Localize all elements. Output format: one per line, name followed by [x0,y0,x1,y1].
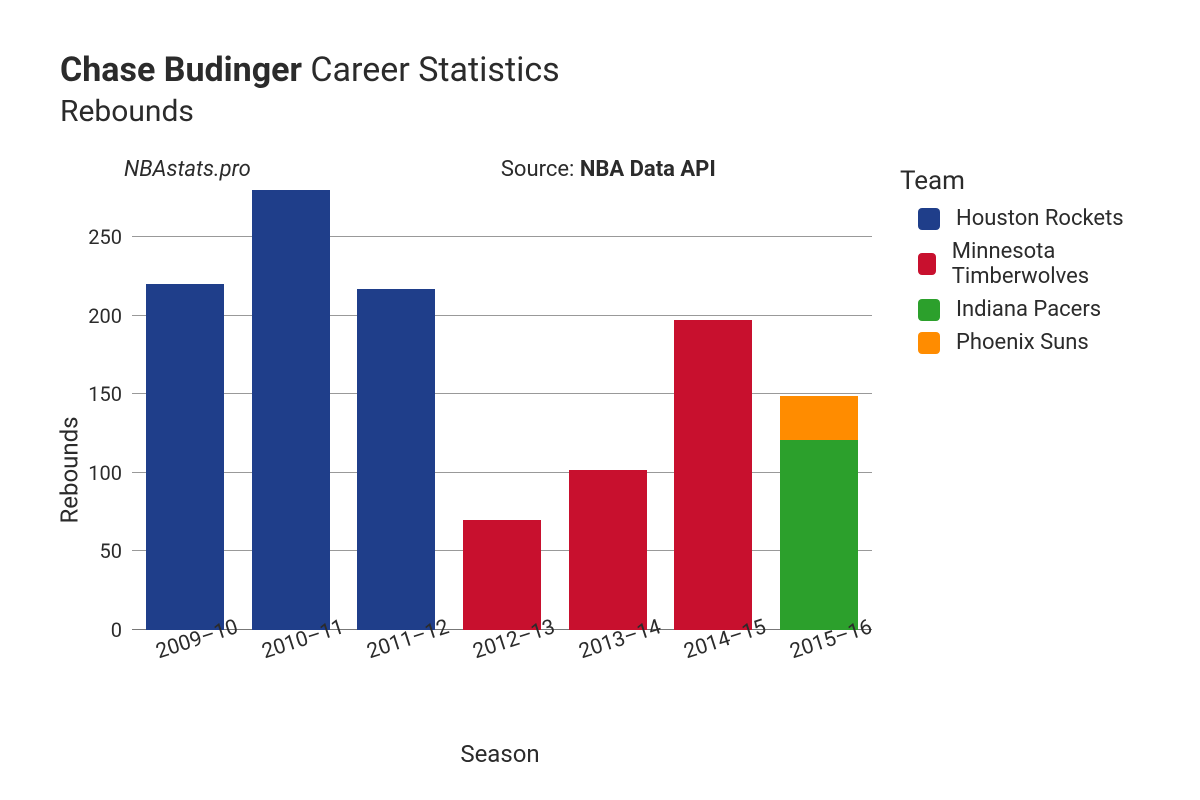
source-name: NBA Data API [580,157,716,182]
bar-segment [780,396,858,440]
legend-item: Indiana Pacers [900,297,1150,322]
bar-slot: 2013–14 [569,470,647,630]
legend-label: Minnesota Timberwolves [952,239,1150,289]
bar-segment [569,470,647,630]
bar-slot: 2010–11 [252,190,330,630]
data-source: Source: NBA Data API [501,157,716,182]
legend-item: Minnesota Timberwolves [900,239,1150,289]
bar-segment [357,289,435,630]
player-name: Chase Budinger [60,50,302,90]
bar-slot: 2014–15 [674,320,752,630]
chart-title: Chase Budinger Career Statistics [60,50,1160,90]
grid-line [132,315,872,316]
y-tick-label: 100 [88,461,132,485]
title-suffix: Career Statistics [310,50,559,90]
grid-line [132,393,872,394]
y-tick-label: 0 [111,618,132,642]
y-tick-label: 200 [88,304,132,328]
legend-item: Phoenix Suns [900,330,1150,355]
x-axis-label: Season [460,740,539,768]
legend: Team Houston Rockets Minnesota Timberwolv… [900,166,1150,363]
legend-label: Indiana Pacers [956,297,1101,322]
legend-swatch [918,208,940,230]
legend-swatch [918,299,940,321]
bar-slot: 2011–12 [357,289,435,630]
bar-segment [146,284,224,630]
y-tick-label: 150 [88,382,132,406]
grid-line [132,472,872,473]
bar-slot: 2015–16 [780,396,858,630]
legend-label: Houston Rockets [956,206,1124,231]
site-credit: NBAstats.pro [124,157,251,182]
chart-area: Rebounds 0501001502002502009–102010–1120… [60,190,1150,750]
bar-slot: 2012–13 [463,520,541,630]
grid-line [132,236,872,237]
legend-swatch [918,332,940,354]
legend-label: Phoenix Suns [956,330,1089,355]
legend-title: Team [900,166,1150,196]
y-tick-label: 250 [88,225,132,249]
bar-slot: 2009–10 [146,284,224,630]
legend-swatch [918,253,936,275]
bar-segment [674,320,752,630]
title-block: Chase Budinger Career Statistics Rebound… [60,50,1160,129]
chart-subtitle: Rebounds [60,94,1160,129]
chart-container: Chase Budinger Career Statistics Rebound… [0,0,1200,800]
legend-item: Houston Rockets [900,206,1150,231]
plot-area: 0501001502002502009–102010–112011–122012… [132,190,872,630]
bar-segment [780,440,858,630]
y-axis-label: Rebounds [56,416,84,523]
source-prefix: Source: [501,157,580,182]
y-tick-label: 50 [100,539,132,563]
bar-segment [252,190,330,630]
